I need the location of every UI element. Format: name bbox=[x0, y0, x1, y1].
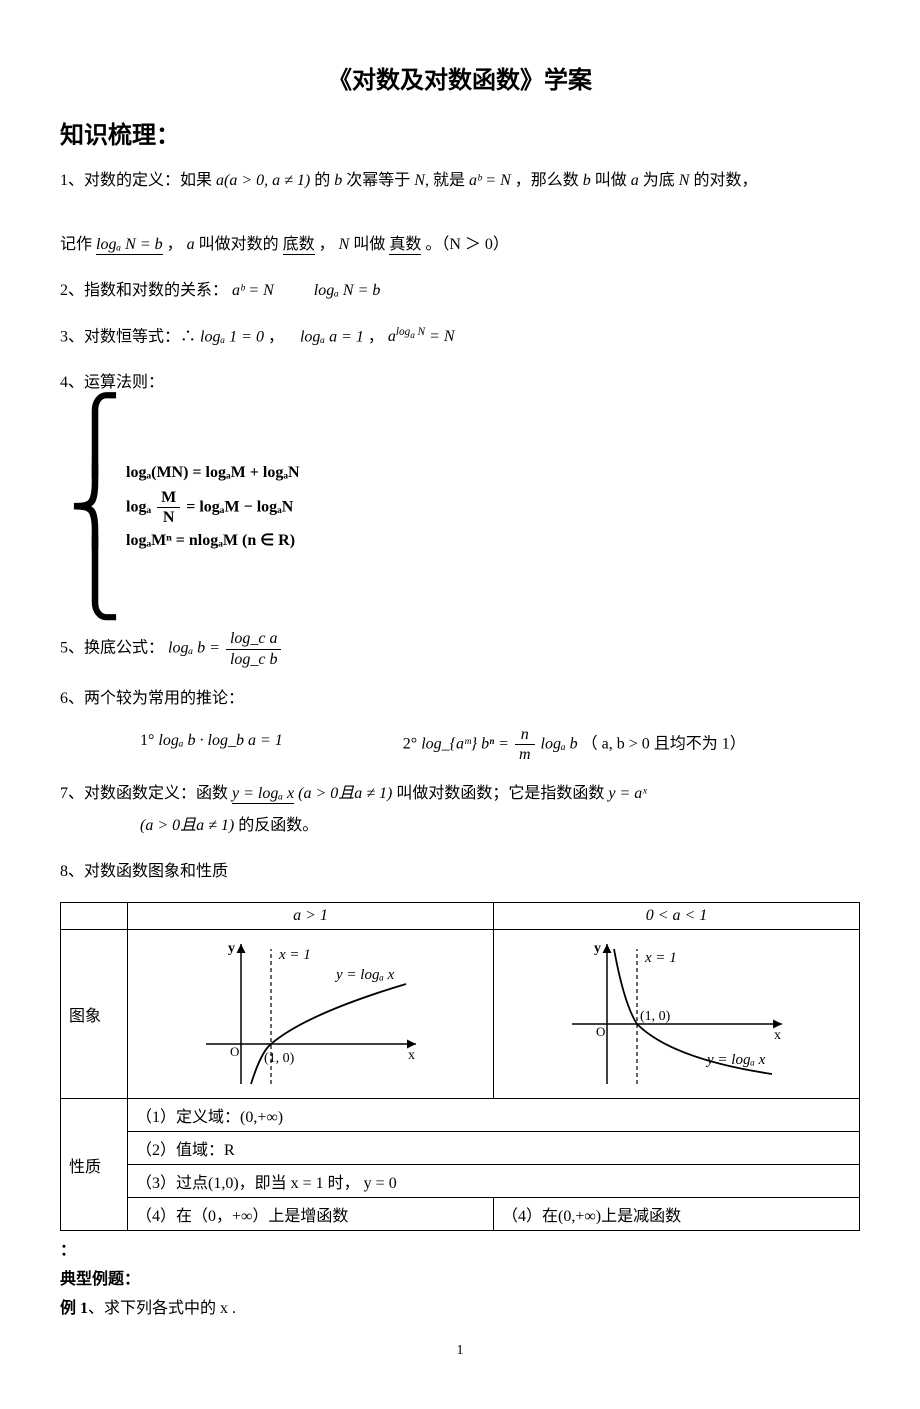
math: aloga N = N bbox=[388, 328, 455, 345]
text: 叫做 bbox=[353, 236, 385, 253]
math: a bbox=[187, 236, 195, 253]
text: 就是 bbox=[433, 172, 469, 189]
graph-increasing: O x = 1 y = logₐ x (1, 0) x y bbox=[128, 930, 494, 1099]
table-header-a-gt-1: a > 1 bbox=[128, 903, 494, 930]
rule-1: logₐ(MN) = logₐM + logₐN bbox=[126, 459, 300, 488]
text: ，那么数 bbox=[515, 172, 583, 189]
item-6-corollaries: 6、两个较为常用的推论： 1° logₐ b · log_b a = 1 2° … bbox=[60, 683, 860, 764]
math: a(a > 0, a ≠ 1) bbox=[216, 172, 310, 189]
text: ， bbox=[319, 236, 335, 253]
text: 8、对数函数图象和性质 bbox=[60, 863, 228, 880]
text: 2、指数和对数的关系： bbox=[60, 282, 228, 299]
corollary-1: 1° logₐ b · log_b a = 1 bbox=[140, 725, 283, 764]
log-function: y = logₐ x bbox=[232, 785, 294, 804]
text: 4、运算法则： bbox=[60, 374, 164, 391]
svg-text:x = 1: x = 1 bbox=[644, 950, 677, 966]
text: 5、换底公式： bbox=[60, 640, 164, 657]
colon: ： bbox=[60, 1237, 860, 1266]
text: ， bbox=[368, 328, 388, 345]
math: logₐ b = bbox=[168, 640, 224, 657]
math: N, bbox=[414, 172, 429, 189]
page-number: 1 bbox=[60, 1343, 860, 1359]
text: 的对数， bbox=[693, 172, 757, 189]
log-expression: logₐ N = b bbox=[96, 236, 163, 255]
table-header-a-lt-1: 0 < a < 1 bbox=[494, 903, 860, 930]
item-7-function-def: 7、对数函数定义：函数 y = logₐ x (a > 0且a ≠ 1) 叫做对… bbox=[60, 778, 860, 842]
svg-text:y = logₐ x: y = logₐ x bbox=[334, 967, 395, 983]
graph-decreasing: O x = 1 y = logₐ x (1, 0) x y bbox=[494, 930, 860, 1099]
condition: (a > 0且a ≠ 1) bbox=[298, 785, 392, 802]
property-point: （3）过点(1,0)，即当 x = 1 时， y = 0 bbox=[128, 1165, 860, 1198]
math: b bbox=[334, 172, 342, 189]
math: N bbox=[339, 236, 350, 253]
section-heading: 知识梳理： bbox=[60, 115, 860, 150]
svg-text:(1, 0): (1, 0) bbox=[264, 1051, 295, 1066]
text: ， bbox=[167, 236, 183, 253]
text: 记作 bbox=[60, 236, 96, 253]
item-4-rules: 4、运算法则： ⎧⎨⎩ logₐ(MN) = logₐM + logₐN log… bbox=[60, 367, 860, 615]
text: ， bbox=[268, 328, 284, 345]
example-1: 例 1、求下列各式中的 x . bbox=[60, 1295, 860, 1324]
text: 为底 bbox=[643, 172, 679, 189]
examples-heading: 典型例题： bbox=[60, 1266, 860, 1295]
item-5-change-base: 5、换底公式： logₐ b = log_c a log_c b bbox=[60, 629, 860, 668]
table-corner bbox=[61, 903, 128, 930]
svg-text:y: y bbox=[594, 941, 601, 956]
math: N bbox=[679, 172, 690, 189]
text: 叫做对数函数；它是指数函数 bbox=[396, 785, 608, 802]
math: a bbox=[631, 172, 639, 189]
row-label-graph: 图象 bbox=[61, 930, 128, 1099]
item-2-relation: 2、指数和对数的关系： aᵇ = N logₐ N = b bbox=[60, 275, 860, 307]
property-range: （2）值域：R bbox=[128, 1132, 860, 1165]
svg-text:y = logₐ x: y = logₐ x bbox=[705, 1052, 766, 1068]
corollary-2: 2° log_{aᵐ} bⁿ = nm logₐ b （ a, b > 0 且均… bbox=[403, 725, 746, 764]
item-1-definition: 1、对数的定义：如果 a(a > 0, a ≠ 1) 的 b 次幂等于 N, 就… bbox=[60, 165, 860, 261]
svg-text:x = 1: x = 1 bbox=[278, 947, 311, 963]
property-decreasing: （4）在(0,+∞)上是减函数 bbox=[494, 1198, 860, 1231]
document-title: 《对数及对数函数》学案 bbox=[60, 60, 860, 95]
text: 的 bbox=[314, 172, 334, 189]
svg-text:O: O bbox=[230, 1044, 239, 1059]
math: aᵇ = N bbox=[469, 172, 511, 189]
fraction: log_c a log_c b bbox=[226, 629, 282, 668]
text: 3、对数恒等式：∴ bbox=[60, 328, 196, 345]
math: logₐ 1 = 0 bbox=[200, 328, 264, 345]
property-increasing: （4）在（0，+∞）上是增函数 bbox=[128, 1198, 494, 1231]
math: b bbox=[583, 172, 591, 189]
item-3-identity: 3、对数恒等式：∴ logₐ 1 = 0 ， logₐ a = 1 ， alog… bbox=[60, 321, 860, 353]
condition: (a > 0且a ≠ 1) bbox=[140, 817, 234, 834]
term-base: 底数 bbox=[283, 236, 315, 255]
exp-function: y = aˣ bbox=[608, 785, 646, 802]
row-label-properties: 性质 bbox=[61, 1099, 128, 1231]
svg-text:O: O bbox=[596, 1024, 605, 1039]
examples-section: ： 典型例题： 例 1、求下列各式中的 x . bbox=[60, 1237, 860, 1323]
text: 1、对数的定义：如果 bbox=[60, 172, 216, 189]
text: 7、对数函数定义：函数 bbox=[60, 785, 232, 802]
text: 叫做对数的 bbox=[199, 236, 279, 253]
math: logₐ N = b bbox=[314, 282, 381, 299]
term-antilog: 真数 bbox=[389, 236, 421, 255]
rule-3: logₐMⁿ = nlogₐM (n ∈ R) bbox=[126, 527, 300, 556]
svg-text:x: x bbox=[408, 1048, 415, 1063]
text: 叫做 bbox=[595, 172, 631, 189]
text: 6、两个较为常用的推论： bbox=[60, 690, 244, 707]
svg-text:(1, 0): (1, 0) bbox=[640, 1009, 671, 1024]
text: 的反函数。 bbox=[238, 817, 318, 834]
svg-text:x: x bbox=[774, 1028, 781, 1043]
item-8-graph-properties: 8、对数函数图象和性质 bbox=[60, 856, 860, 888]
text: 。（N ＞ 0） bbox=[425, 236, 509, 253]
left-brace-icon: ⎧⎨⎩ bbox=[68, 399, 122, 615]
rule-2: logₐ MN = logₐM − logₐN bbox=[126, 488, 300, 527]
text: 次幂等于 bbox=[346, 172, 414, 189]
math: logₐ a = 1 bbox=[300, 328, 364, 345]
math: aᵇ = N bbox=[232, 282, 274, 299]
property-domain: （1）定义域：(0,+∞) bbox=[128, 1099, 860, 1132]
properties-table: a > 1 0 < a < 1 图象 O x = 1 y = logₐ x (1… bbox=[60, 902, 860, 1231]
svg-text:y: y bbox=[228, 941, 235, 956]
